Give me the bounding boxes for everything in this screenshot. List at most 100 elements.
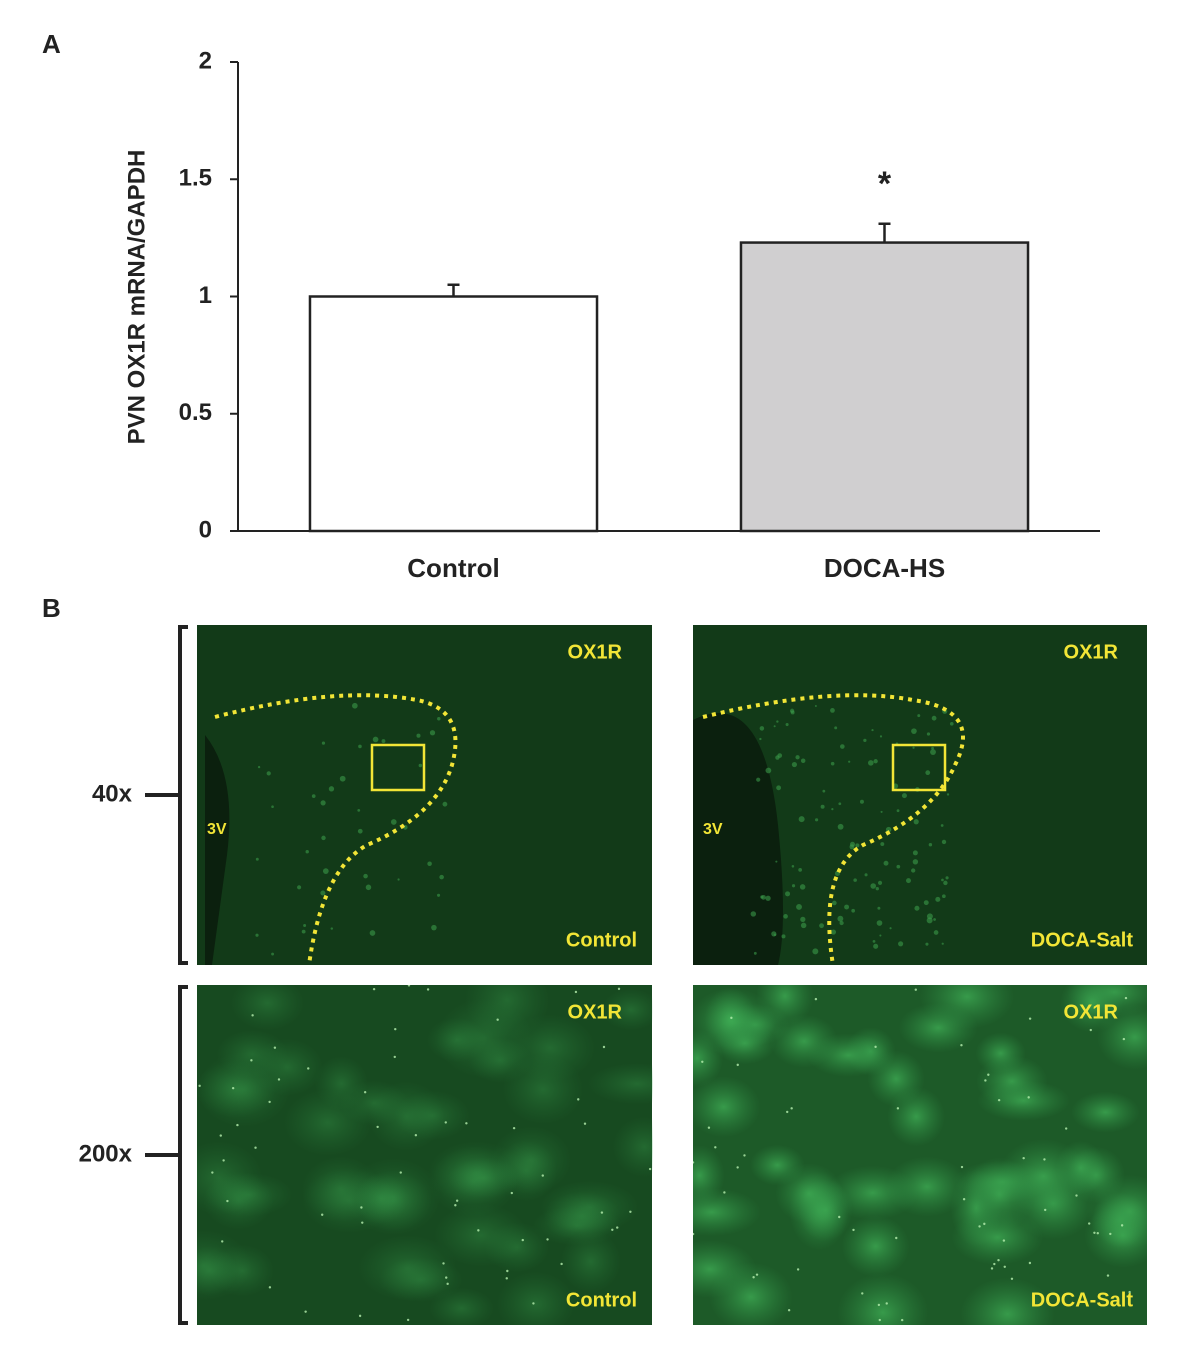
puncta	[1010, 1277, 1014, 1280]
micrograph: OX1R DOCA-Salt	[693, 985, 1147, 1325]
cell	[1071, 1091, 1140, 1133]
magnification-label: 40x	[92, 780, 133, 807]
cell	[437, 893, 441, 897]
cell	[765, 895, 771, 901]
cell	[789, 708, 795, 713]
puncta	[363, 1091, 367, 1094]
puncta	[611, 1228, 614, 1231]
cell	[849, 844, 855, 850]
cell	[837, 1273, 929, 1325]
cell	[931, 715, 937, 721]
puncta	[577, 1098, 580, 1101]
puncta	[962, 1197, 966, 1201]
cell	[851, 908, 856, 913]
cell	[977, 1080, 1070, 1121]
puncta	[1027, 1096, 1030, 1099]
cell	[271, 952, 275, 956]
cell	[305, 850, 309, 854]
error-bar	[447, 283, 460, 297]
cell	[877, 880, 883, 885]
cell	[964, 1157, 1035, 1232]
y-tick-label: 1.5	[179, 165, 212, 192]
cell	[799, 884, 806, 890]
puncta	[512, 1126, 516, 1130]
cell	[750, 911, 757, 917]
cell	[713, 1022, 776, 1065]
cell	[390, 819, 397, 825]
cell	[933, 918, 936, 921]
cell	[759, 737, 762, 741]
puncta	[786, 1110, 789, 1114]
puncta	[532, 1302, 535, 1305]
cell	[365, 884, 372, 891]
puncta	[730, 1016, 733, 1020]
cell	[864, 873, 868, 877]
cell	[357, 828, 363, 834]
cell	[369, 930, 376, 936]
cell	[912, 850, 918, 856]
cell	[800, 922, 807, 929]
cell	[822, 789, 826, 793]
puncta	[1002, 1239, 1006, 1242]
region-label: 3V	[703, 821, 723, 838]
cell	[889, 927, 892, 930]
x-tick-label: DOCA-HS	[824, 553, 945, 583]
puncta	[1120, 1224, 1124, 1227]
cell	[800, 758, 806, 763]
cell	[855, 843, 860, 848]
cell	[940, 824, 944, 827]
cell	[812, 948, 819, 955]
cell	[357, 808, 361, 812]
puncta	[1128, 1290, 1131, 1294]
puncta	[372, 987, 376, 991]
cell	[773, 725, 776, 728]
cell	[796, 903, 802, 910]
cell	[935, 896, 941, 902]
cell	[840, 744, 845, 749]
cell	[283, 1089, 373, 1157]
puncta	[997, 1098, 1001, 1102]
puncta	[1124, 996, 1128, 1000]
puncta	[616, 1226, 619, 1229]
cell	[197, 1230, 252, 1301]
cell	[760, 895, 764, 899]
cell	[783, 914, 788, 919]
puncta	[612, 1295, 615, 1299]
puncta	[221, 1240, 224, 1243]
cell	[928, 842, 933, 847]
cell	[311, 794, 316, 798]
cell	[859, 799, 864, 804]
stain-label: OX1R	[1064, 1001, 1119, 1023]
puncta	[648, 1167, 652, 1171]
puncta	[900, 1318, 904, 1322]
cell	[800, 916, 806, 923]
cell	[330, 927, 334, 930]
puncta	[506, 1269, 509, 1273]
cell	[601, 988, 653, 1031]
cell	[870, 883, 877, 889]
cell	[255, 857, 259, 861]
puncta	[583, 1122, 587, 1125]
cell	[205, 1172, 293, 1217]
cell	[775, 1163, 843, 1224]
puncta	[1028, 1017, 1032, 1020]
cell	[428, 1287, 495, 1325]
puncta	[455, 1199, 459, 1202]
cell	[911, 728, 917, 735]
puncta	[393, 1055, 396, 1059]
cell	[266, 771, 271, 776]
puncta	[307, 1067, 310, 1070]
cell	[820, 804, 825, 809]
puncta	[1087, 1222, 1091, 1225]
cell	[765, 767, 772, 774]
puncta	[445, 1276, 448, 1279]
cell	[433, 1203, 529, 1267]
cell	[946, 793, 950, 796]
puncta	[743, 1154, 746, 1157]
cell	[798, 816, 805, 823]
cell	[197, 1060, 277, 1118]
cell	[775, 755, 780, 760]
cell	[257, 765, 261, 769]
panel-label: B	[42, 593, 61, 623]
puncta	[446, 1282, 449, 1286]
